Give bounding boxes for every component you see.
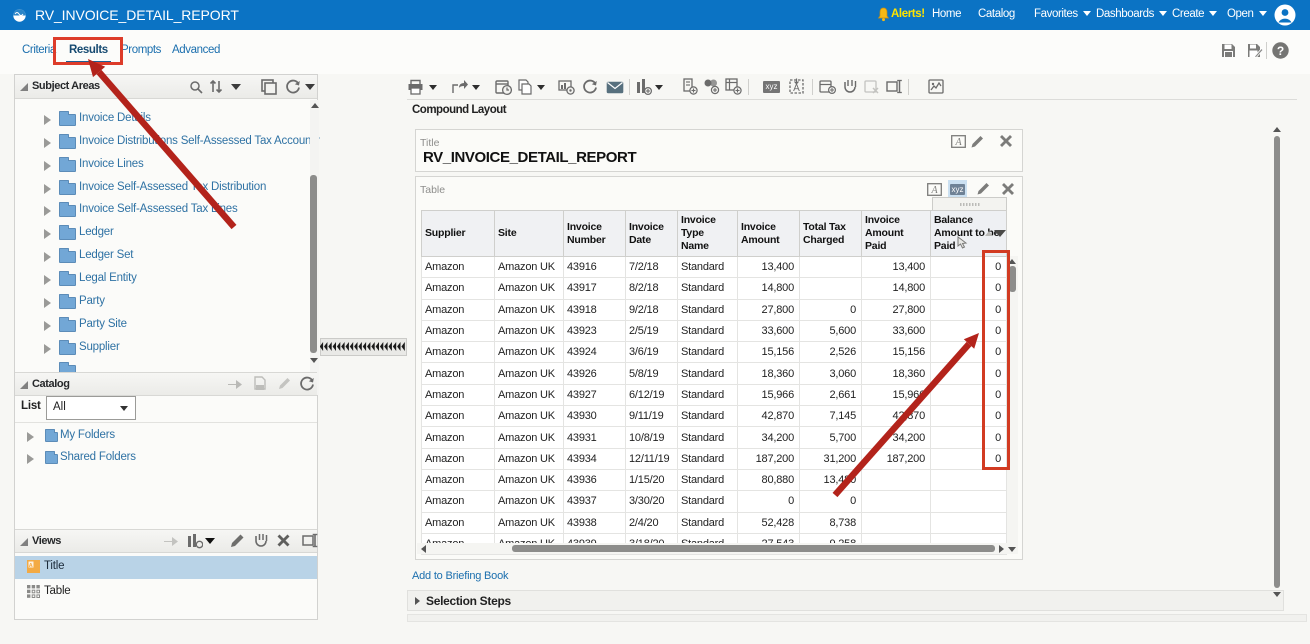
- svg-text:A: A: [930, 185, 938, 196]
- svg-text:A: A: [793, 83, 800, 94]
- svg-text:?: ?: [1277, 44, 1284, 58]
- svg-text:A: A: [29, 563, 33, 569]
- svg-text:A: A: [954, 137, 962, 148]
